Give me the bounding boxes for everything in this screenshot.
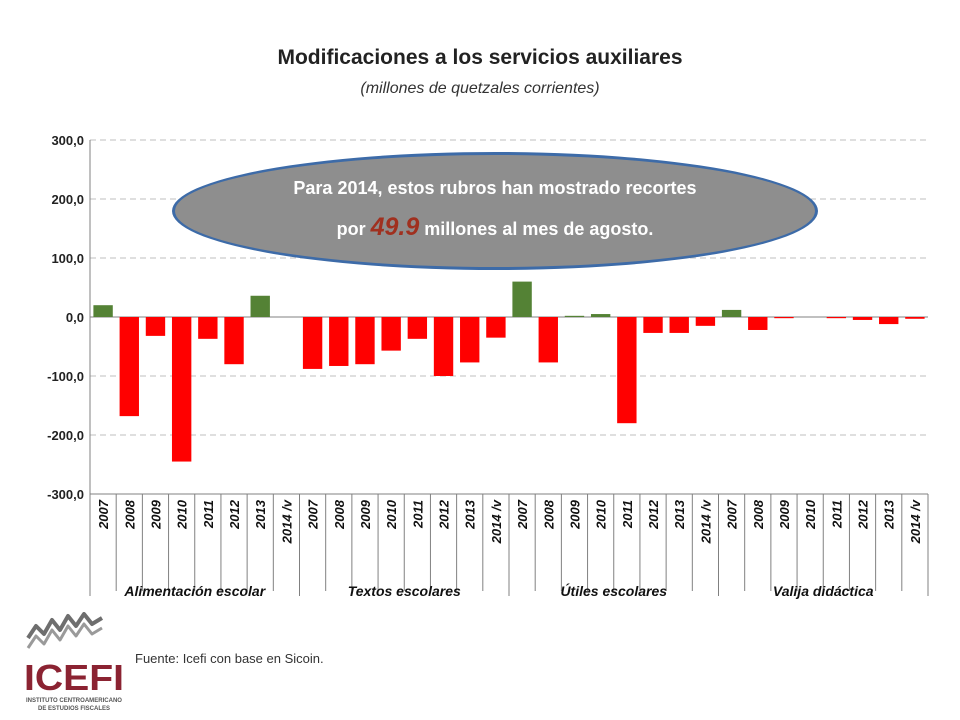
y-tick-label: 100,0 <box>51 251 84 266</box>
x-tick-label: 2008 <box>541 499 556 530</box>
x-tick-label: 2014 /v <box>698 499 713 544</box>
logo-subtitle-line1: INSTITUTO CENTROAMERICANO <box>26 697 122 704</box>
x-tick-label: 2009 <box>358 499 373 530</box>
x-tick-label: 2010 <box>175 499 190 530</box>
bar <box>93 305 113 317</box>
bar <box>721 309 742 317</box>
bar <box>617 317 637 424</box>
bar <box>355 317 375 365</box>
x-tick-label: 2014 /v <box>908 499 923 544</box>
bar <box>486 317 506 338</box>
bar <box>329 317 349 366</box>
callout-bubble: Para 2014, estos rubros han mostrado rec… <box>172 152 818 270</box>
x-tick-label: 2009 <box>567 499 582 530</box>
bar <box>564 315 585 317</box>
icefi-logo: ICEFI INSTITUTO CENTROAMERICANO DE ESTUD… <box>24 612 124 712</box>
bar <box>695 317 716 326</box>
x-tick-label: 2012 <box>646 499 661 530</box>
x-tick-label: 2010 <box>594 499 609 530</box>
x-tick-label: 2007 <box>515 499 530 530</box>
bar <box>852 317 873 320</box>
bar <box>381 317 401 351</box>
x-tick-label: 2008 <box>751 499 766 530</box>
x-tick-label: 2010 <box>803 499 818 530</box>
bar <box>774 317 794 319</box>
x-tick-label: 2008 <box>122 499 137 530</box>
y-tick-label: -100,0 <box>47 369 84 384</box>
x-tick-label: 2013 <box>672 499 687 530</box>
x-tick-label: 2014 /v <box>279 499 294 544</box>
y-tick-label: 300,0 <box>51 133 84 148</box>
bar <box>748 317 768 330</box>
x-tick-label: 2013 <box>882 499 897 530</box>
source-note: Fuente: Icefi con base en Sicoin. <box>135 651 324 666</box>
callout-text-after: millones al mes de agosto. <box>419 218 654 239</box>
x-tick-label: 2012 <box>856 499 871 530</box>
chart-title: Modificaciones a los servicios auxiliare… <box>277 46 683 69</box>
y-tick-label: -300,0 <box>47 487 84 502</box>
x-tick-label: 2011 <box>410 500 425 529</box>
x-tick-label: 2012 <box>437 499 452 530</box>
x-tick-label: 2012 <box>227 499 242 530</box>
x-tick-label: 2007 <box>725 499 740 530</box>
bar <box>643 317 663 333</box>
bar <box>538 317 558 363</box>
x-tick-label: 2013 <box>463 499 478 530</box>
bar <box>302 317 323 369</box>
x-tick-label: 2009 <box>148 499 163 530</box>
bar <box>460 317 480 363</box>
x-tick-label: 2007 <box>96 499 111 530</box>
logo-wordmark: ICEFI <box>24 657 124 698</box>
bar <box>590 314 611 317</box>
x-tick-label: 2014 /v <box>489 499 504 544</box>
bar <box>250 295 270 317</box>
x-tick-label: 2010 <box>384 499 399 530</box>
logo-zigzag-icon <box>26 612 104 640</box>
bar <box>119 317 139 417</box>
callout-ellipse <box>172 152 818 270</box>
y-tick-label: -200,0 <box>47 428 84 443</box>
x-tick-label: 2011 <box>620 500 635 529</box>
bar <box>224 317 244 365</box>
y-tick-label: 200,0 <box>51 192 84 207</box>
x-tick-label: 2007 <box>306 499 321 530</box>
x-tick-label: 2011 <box>829 500 844 529</box>
bar <box>198 317 218 339</box>
callout-highlight-value: 49.9 <box>370 212 420 241</box>
bar <box>826 317 847 319</box>
group-label: Útiles escolares <box>560 582 667 599</box>
bar <box>512 281 532 317</box>
x-tick-label: 2011 <box>201 500 216 529</box>
bar <box>433 317 454 376</box>
group-label: Alimentación escolar <box>123 583 266 599</box>
x-tick-label: 2008 <box>332 499 347 530</box>
logo-subtitle-line2: DE ESTUDIOS FISCALES <box>38 705 111 712</box>
y-tick-label: 0,0 <box>66 310 84 325</box>
bar <box>145 317 166 336</box>
group-label: Textos escolares <box>348 583 461 599</box>
chart-subtitle: (millones de quetzales corrientes) <box>360 80 600 97</box>
bar <box>879 317 899 325</box>
bar <box>171 317 192 462</box>
bar <box>669 317 689 333</box>
group-label: Valija didáctica <box>773 583 874 599</box>
logo-zigzag-icon-back <box>26 622 103 649</box>
x-tick-label: 2013 <box>253 499 268 530</box>
x-tick-label: 2009 <box>777 499 792 530</box>
bar <box>905 317 925 319</box>
bar <box>407 317 428 339</box>
callout-text: Para 2014, estos rubros han mostrado rec… <box>285 172 705 249</box>
callout-text-before: Para 2014, estos rubros han mostrado rec… <box>293 178 697 239</box>
